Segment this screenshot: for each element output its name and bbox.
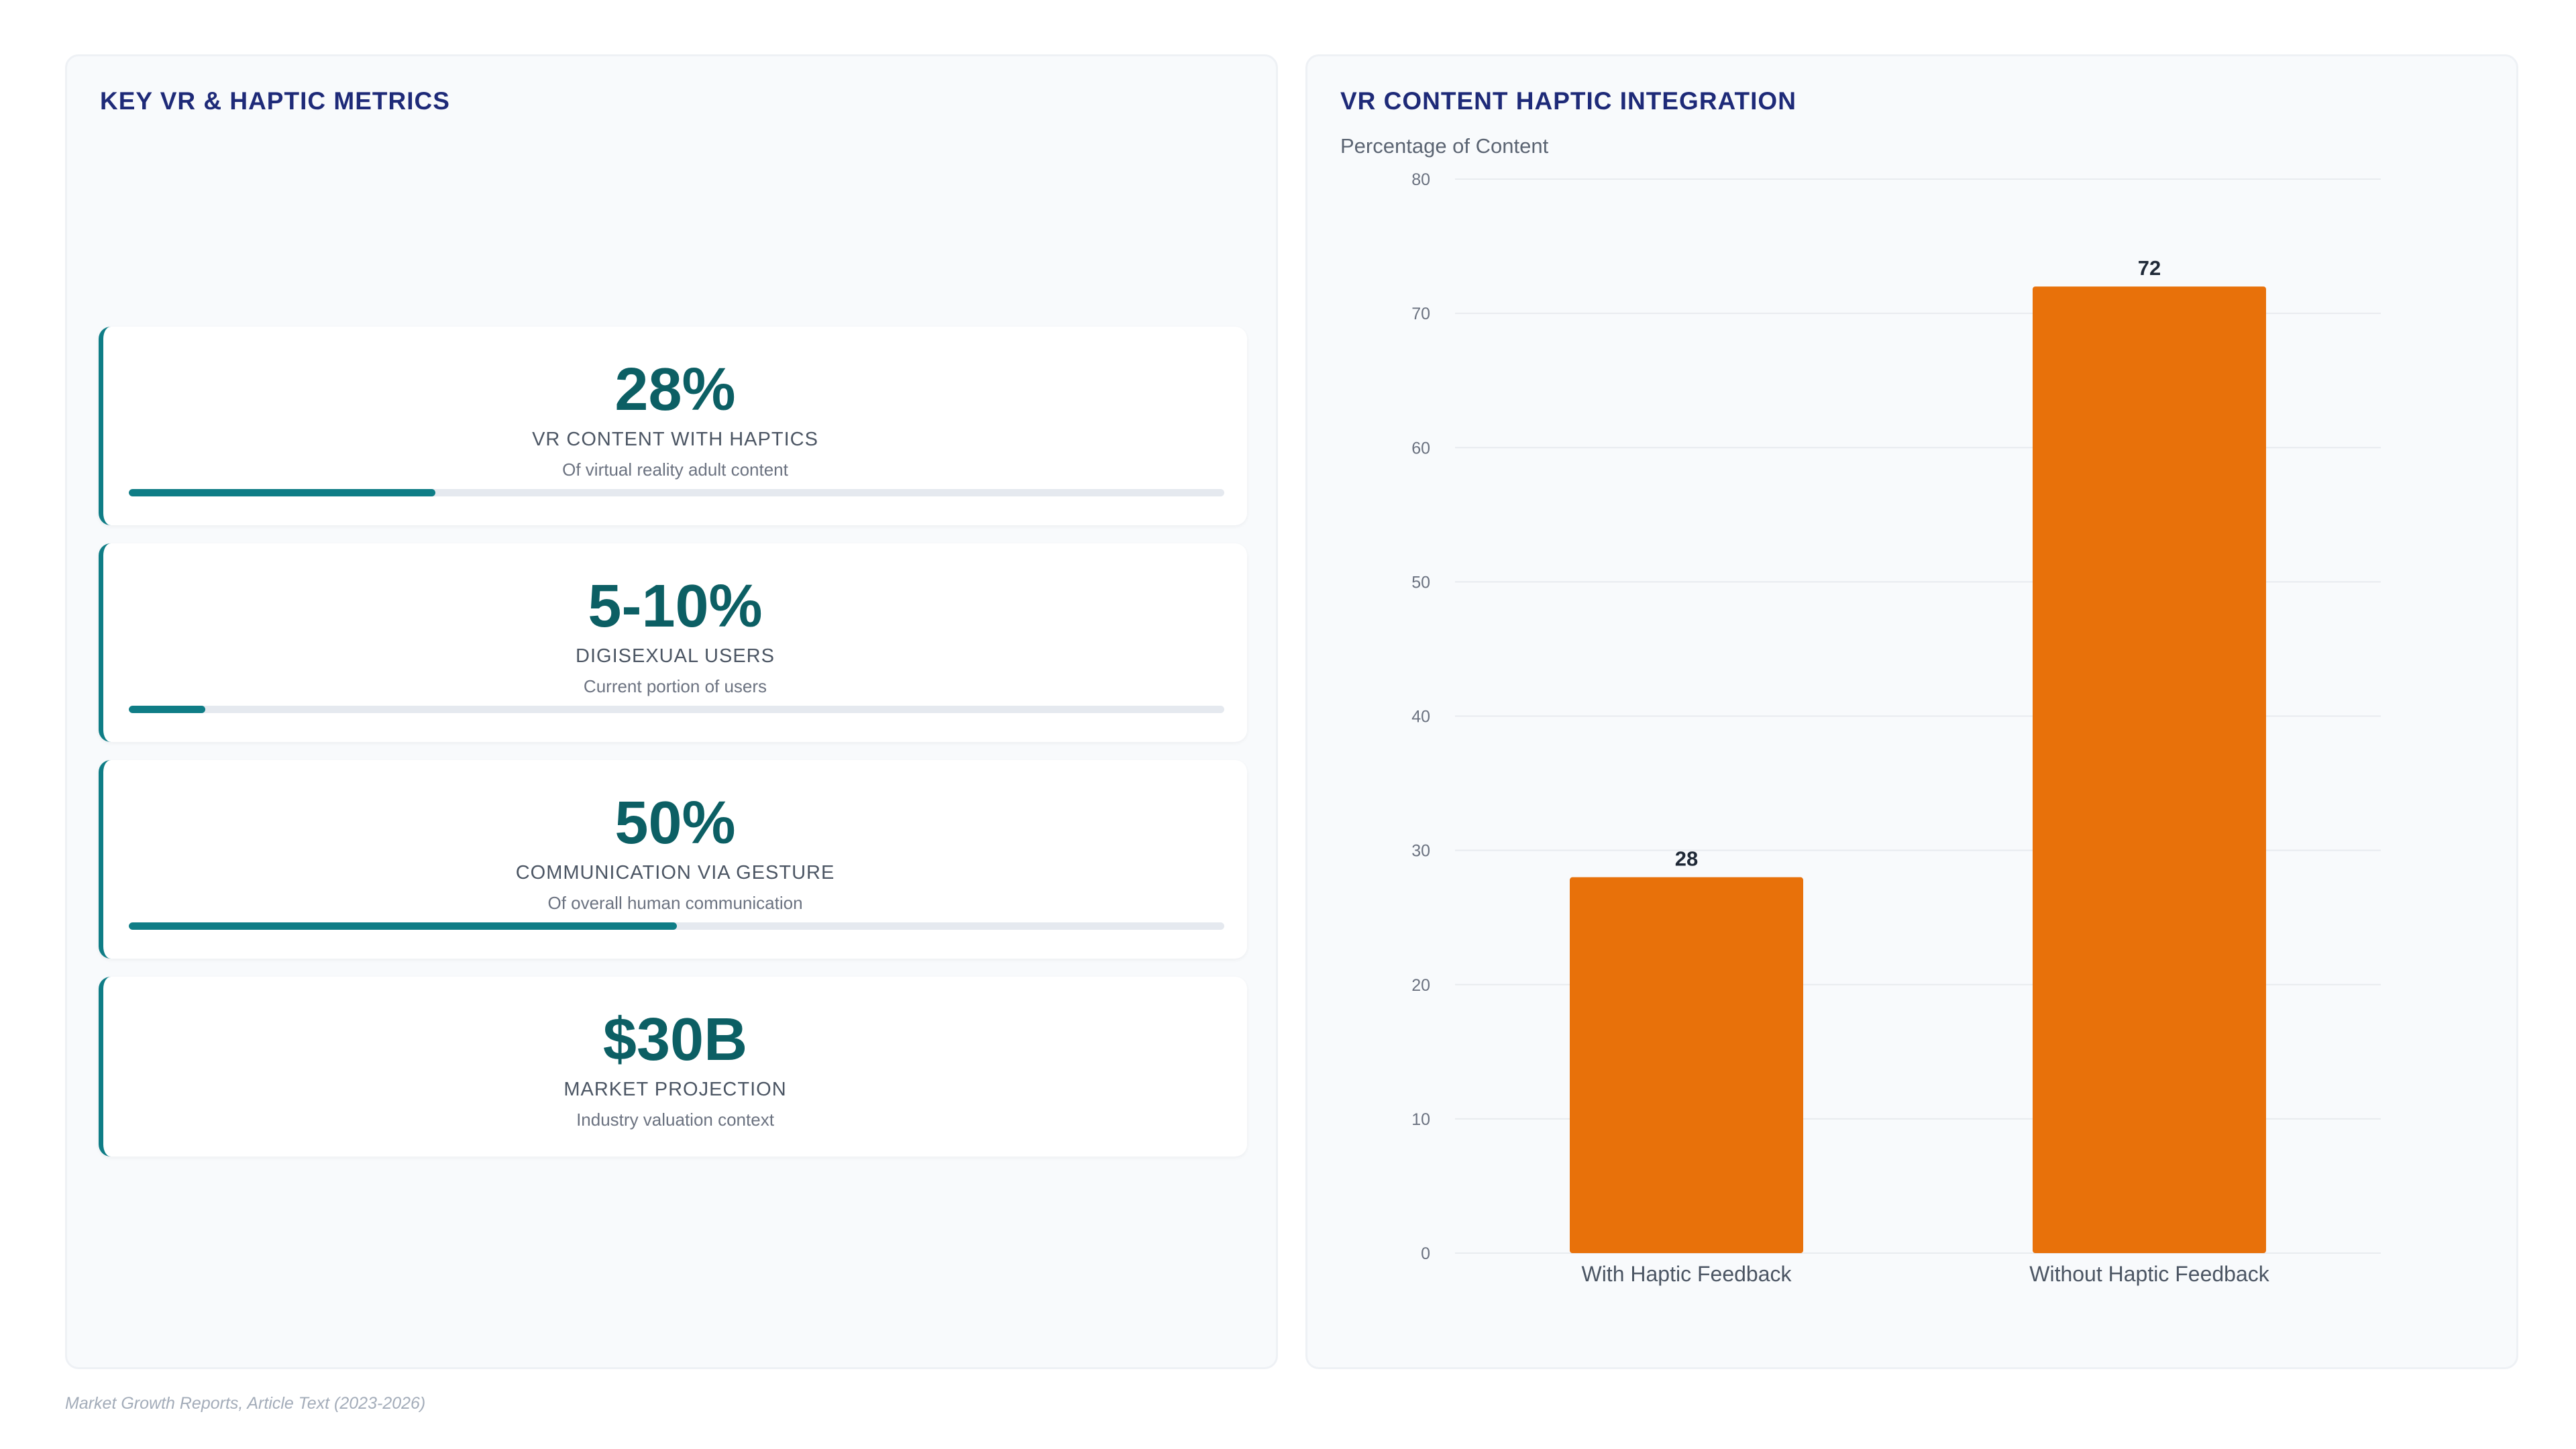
- y-tick-label: 60: [1411, 439, 1430, 458]
- metric-card-digisexual-users: 5-10% DIGISEXUAL USERS Current portion o…: [99, 543, 1247, 742]
- metric-label: MARKET PROJECTION: [564, 1079, 787, 1100]
- metric-label: DIGISEXUAL USERS: [576, 645, 775, 667]
- metric-value: 5-10%: [588, 573, 763, 640]
- metric-progress-track: [129, 922, 1224, 930]
- metric-card-market-projection: $30B MARKET PROJECTION Industry valuatio…: [99, 977, 1247, 1157]
- metric-value: 28%: [614, 356, 736, 423]
- metric-progress-track: [129, 489, 1224, 496]
- metric-progress-fill: [129, 489, 436, 496]
- bar-data-label: 72: [2138, 256, 2161, 280]
- bar-chart: Percentage of Content 0 10 20 30 40 50 60 70 80 28…: [1340, 134, 2381, 1286]
- source-note: Market Growth Reports, Article Text (202…: [65, 1394, 426, 1413]
- metric-progress-track: [129, 706, 1224, 713]
- y-tick-label: 40: [1411, 708, 1430, 727]
- bar: [1570, 877, 1803, 1253]
- metric-subtitle: Industry valuation context: [576, 1110, 774, 1130]
- metric-subtitle: Current portion of users: [583, 676, 767, 696]
- y-tick-label: 30: [1411, 842, 1430, 861]
- metric-subtitle: Of virtual reality adult content: [562, 460, 788, 480]
- bar-data-label: 28: [1675, 847, 1698, 871]
- x-tick-label: Without Haptic Feedback: [2029, 1262, 2270, 1286]
- metrics-panel: KEY VR & HAPTIC METRICS 28% VR CONTENT W…: [65, 54, 1278, 1369]
- y-axis-label: Percentage of Content: [1340, 134, 1549, 158]
- y-tick-label: 50: [1411, 573, 1430, 592]
- metric-label: COMMUNICATION VIA GESTURE: [515, 862, 835, 883]
- y-tick-label: 70: [1411, 305, 1430, 323]
- chart-title: VR CONTENT HAPTIC INTEGRATION: [1340, 87, 1796, 115]
- metric-label: VR CONTENT WITH HAPTICS: [532, 429, 818, 450]
- metric-value: $30B: [602, 1006, 748, 1073]
- metric-progress-fill: [129, 706, 206, 713]
- y-tick-label: 10: [1411, 1110, 1430, 1129]
- x-tick-label: With Haptic Feedback: [1581, 1262, 1792, 1286]
- metric-progress-fill: [129, 922, 677, 930]
- metric-value: 50%: [614, 790, 736, 857]
- metric-card-vr-haptics: 28% VR CONTENT WITH HAPTICS Of virtual r…: [99, 327, 1247, 525]
- metrics-panel-title: KEY VR & HAPTIC METRICS: [100, 87, 450, 115]
- metric-subtitle: Of overall human communication: [547, 893, 803, 913]
- y-tick-label: 80: [1411, 170, 1430, 189]
- y-tick-label: 0: [1421, 1244, 1430, 1263]
- chart-panel: VR CONTENT HAPTIC INTEGRATION Percentage…: [1305, 54, 2518, 1369]
- y-tick-label: 20: [1411, 976, 1430, 995]
- metric-card-gesture-communication: 50% COMMUNICATION VIA GESTURE Of overall…: [99, 760, 1247, 959]
- bar: [2033, 286, 2266, 1254]
